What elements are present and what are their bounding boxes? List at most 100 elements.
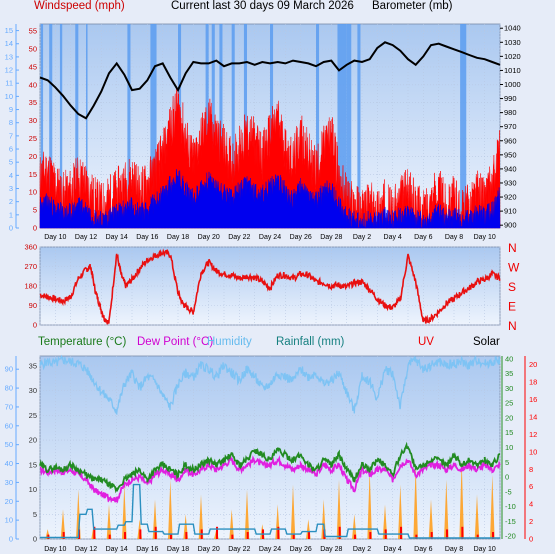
wind-band-11 — [231, 24, 235, 228]
uv-bar-17 — [308, 532, 311, 539]
wind-outer-ytick-14: 14 — [5, 39, 13, 48]
barometer-series — [39, 41, 501, 120]
wind-band-14 — [316, 24, 320, 228]
direction-ytick-1: 90 — [29, 301, 37, 310]
uv-bar-28 — [476, 534, 479, 539]
solar-spike-23 — [398, 484, 403, 539]
direction-ytick-3: 270 — [24, 262, 37, 271]
rainfall-legend-label: Rainfall (mm) — [276, 336, 345, 348]
humidity-legend-label: Humidity — [207, 336, 252, 348]
wind-xtick-13: Day 8 — [445, 234, 463, 241]
direction-compass-label-4: N — [508, 319, 517, 333]
wind-xtick-12: Day 6 — [414, 234, 432, 241]
wind-band-10 — [219, 24, 223, 228]
wind-band-8 — [205, 24, 209, 228]
uv-ytick-0: 0 — [529, 535, 533, 544]
solar-spike-20 — [352, 514, 357, 539]
windspeed-axis-title: Windspeed (mph) — [34, 0, 125, 12]
solar-spike-25 — [428, 499, 434, 539]
barometer-ytick-10: 1000 — [504, 80, 521, 89]
uv-bar-4 — [108, 534, 111, 539]
uv-ytick-9: 18 — [529, 378, 537, 387]
uv-bar-12 — [231, 534, 234, 539]
temp-xtick-4: Day 18 — [167, 546, 189, 553]
barometer-ytick-12: 1020 — [504, 52, 521, 61]
uv-ytick-3: 6 — [529, 482, 533, 491]
humidity-ytick-7: 70 — [5, 402, 13, 411]
uv-ytick-5: 10 — [529, 447, 537, 456]
barometer-ytick-5: 950 — [504, 150, 517, 159]
barometer-ytick-4: 940 — [504, 164, 517, 173]
direction-compass-label-2: S — [508, 280, 516, 294]
uv-bar-25 — [430, 532, 433, 539]
rainfall-series — [40, 483, 500, 539]
wind-band-16 — [346, 24, 352, 228]
barometer-ytick-7: 970 — [504, 122, 517, 131]
temp-xtick-1: Day 12 — [75, 546, 97, 553]
direction-ytick-0: 0 — [33, 321, 37, 330]
temp-xtick-5: Day 20 — [198, 546, 220, 553]
solar-spike-24 — [413, 464, 418, 539]
humidity-ytick-3: 30 — [5, 478, 13, 487]
wind-band-6 — [150, 24, 157, 228]
rain-ytick-3: -5 — [505, 487, 512, 496]
wind-xtick-5: Day 20 — [198, 234, 220, 241]
solar-spike-27 — [459, 459, 464, 539]
wind-xtick-14: Day 10 — [474, 234, 496, 241]
solar-spike-16 — [290, 484, 296, 539]
wind-average-series — [39, 169, 501, 229]
wind-outer-ytick-2: 2 — [9, 197, 13, 206]
solar-spike-21 — [367, 469, 372, 539]
uv-ytick-8: 16 — [529, 395, 537, 404]
temp-ytick-7: 35 — [29, 361, 37, 370]
wind-ytick-9: 45 — [29, 62, 37, 71]
temp-xtick-3: Day 16 — [136, 546, 158, 553]
uv-ytick-4: 8 — [529, 465, 533, 474]
temp-ytick-4: 20 — [29, 436, 37, 445]
uv-bar-26 — [446, 529, 449, 539]
wind-outer-ytick-9: 9 — [9, 105, 13, 114]
barometer-ytick-8: 980 — [504, 108, 517, 117]
temperature-legend-label: Temperature (°C) — [38, 336, 127, 348]
temp-xtick-2: Day 14 — [106, 546, 128, 553]
wind-ytick-0: 0 — [33, 224, 37, 233]
rain-ytick-12: 40 — [505, 354, 513, 363]
uv-ytick-7: 14 — [529, 413, 537, 422]
uv-bar-5 — [124, 532, 127, 539]
direction-ytick-4: 360 — [24, 243, 37, 252]
uv-bar-9 — [185, 532, 188, 539]
wind-xtick-8: Day 26 — [290, 234, 312, 241]
temp-xtick-12: Day 6 — [414, 546, 432, 553]
rain-ytick-11: 35 — [505, 369, 513, 378]
solar-spike-29 — [490, 474, 495, 539]
barometer-ytick-14: 1040 — [504, 24, 521, 33]
wind-outer-ytick-8: 8 — [9, 118, 13, 127]
humidity-ytick-6: 60 — [5, 421, 13, 430]
rain-ytick-9: 25 — [505, 399, 513, 408]
temp-xtick-0: Day 10 — [44, 546, 66, 553]
barometer-ytick-13: 1030 — [504, 38, 521, 47]
temp-ytick-1: 5 — [33, 510, 37, 519]
temp-ytick-5: 25 — [29, 411, 37, 420]
uv-bar-1 — [62, 532, 65, 539]
wind-outer-ytick-5: 5 — [9, 158, 13, 167]
wind-ytick-1: 5 — [33, 206, 37, 215]
wind-direction-series — [39, 248, 501, 325]
uv-bar-16 — [292, 534, 295, 539]
chart-title: Current last 30 days 09 March 2026 — [171, 0, 354, 12]
uv-ytick-6: 12 — [529, 430, 537, 439]
solar-spike-10 — [198, 494, 204, 539]
temp-ytick-0: 0 — [33, 535, 37, 544]
temp-xtick-6: Day 22 — [228, 546, 250, 553]
wind-outer-ytick-11: 11 — [5, 79, 13, 88]
wind-ytick-4: 20 — [29, 152, 37, 161]
barometer-ytick-3: 930 — [504, 178, 517, 187]
solar-spike-26 — [444, 479, 449, 539]
barometer-ytick-11: 1010 — [504, 66, 521, 75]
uv-bar-6 — [139, 529, 142, 539]
uv-ytick-10: 20 — [529, 360, 537, 369]
barometer-ytick-0: 900 — [504, 221, 517, 230]
wind-xtick-10: Day 2 — [353, 234, 371, 241]
wind-ytick-2: 10 — [29, 188, 37, 197]
rain-ytick-2: -10 — [505, 502, 516, 511]
